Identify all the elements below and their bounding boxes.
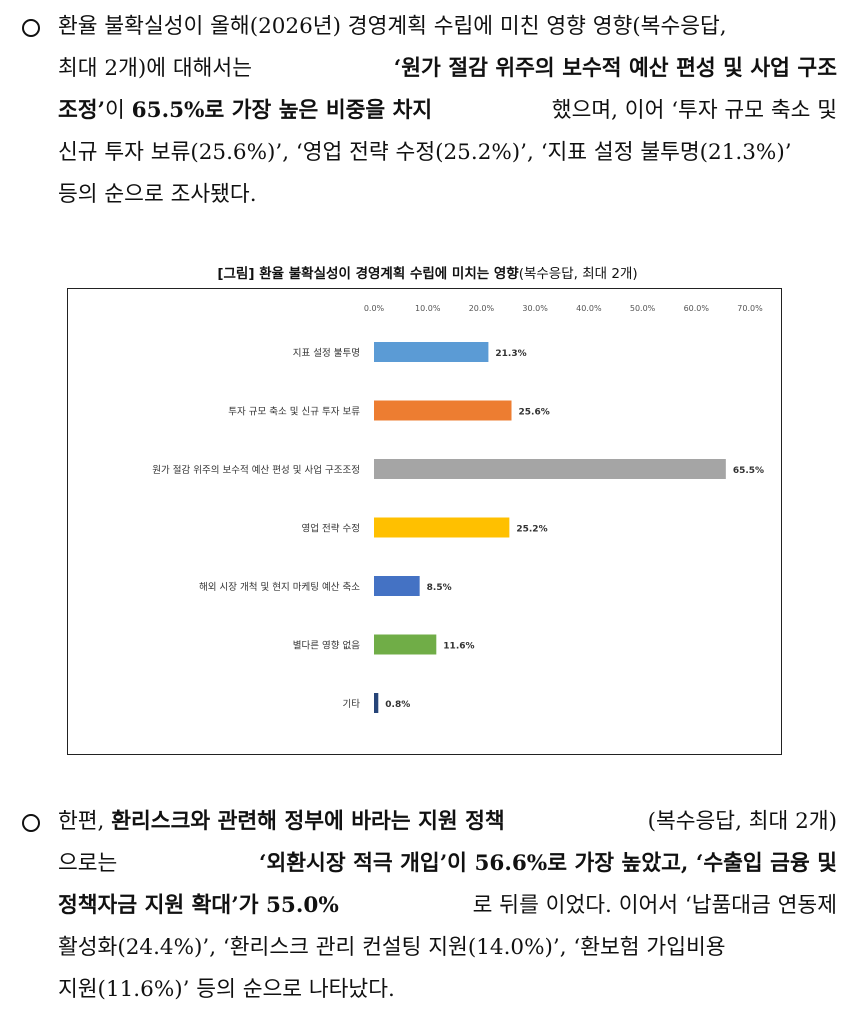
emphasis-text: ‘원가 절감 위주의 보수적 예산 편성 및 사업 구조 (393, 56, 837, 81)
x-tick-label: 40.0% (576, 304, 602, 313)
bar-value-label: 8.5% (427, 583, 452, 593)
paragraph-line: 한편, 환리스크와 관련해 정부에 바라는 지원 정책 (복수응답, 최대 2개… (22, 801, 837, 843)
paragraph-line: 정책자금 지원 확대’가 55.0% 로 뒤를 이었다. 이어서 ‘납품대금 연… (22, 885, 837, 927)
bar-value-label: 65.5% (733, 466, 764, 476)
x-tick-label: 50.0% (630, 304, 656, 313)
paragraph-line: 신규 투자 보류(25.6%)’, ‘영업 전략 수정(25.2%)’, ‘지표… (22, 132, 837, 174)
x-tick-label: 0.0% (364, 304, 385, 313)
bar (374, 634, 437, 655)
category-label: 기타 (343, 699, 361, 710)
chart-frame: 0.0% 10.0% 20.0% 30.0% 40.0% 50.0% 60.0% 70.0% 지… (67, 288, 782, 755)
paragraph-line: 등의 순으로 조사됐다. (22, 174, 837, 216)
emphasis-text: ‘외환시장 적극 개입’이 56.6%로 가장 높았고, ‘수출입 금융 및 (259, 851, 837, 876)
bar-value-label: 25.2% (516, 525, 547, 535)
category-label: 원가 절감 위주의 보수적 예산 편성 및 사업 구조조정 (152, 464, 360, 476)
bar-value-label: 11.6% (443, 642, 474, 652)
x-tick-label: 20.0% (469, 304, 495, 313)
paragraph-exchange-rate-impact: 환율 불확실성이 올해(2026년) 경영계획 수립에 미친 영향 영향(복수응… (22, 6, 837, 216)
line-text: 이 (105, 98, 132, 123)
bar-value-label: 21.3% (495, 349, 526, 359)
emphasis-text: 환리스크와 관련해 정부에 바라는 지원 정책 (111, 809, 505, 834)
bar-value-label: 0.8% (385, 700, 410, 710)
bar (374, 693, 379, 713)
chart-title-bold: [그림] 환율 불확실성이 경영계획 수립에 미치는 영향 (217, 266, 519, 282)
bar-value-label: 25.6% (519, 408, 550, 418)
category-label: 지표 설정 불투명 (293, 348, 360, 359)
paragraph-line: 최대 2개)에 대해서는 ‘원가 절감 위주의 보수적 예산 편성 및 사업 구… (22, 48, 837, 90)
bar (374, 342, 489, 362)
line-text: 신규 투자 보류(25.6%)’, ‘영업 전략 수정(25.2%)’, ‘지표… (58, 140, 792, 165)
category-label: 투자 규모 축소 및 신규 투자 보류 (228, 406, 360, 418)
paragraph-line: 지원(11.6%)’ 등의 순으로 나타났다. (22, 969, 837, 1011)
paragraph-line: 으로는 ‘외환시장 적극 개입’이 56.6%로 가장 높았고, ‘수출입 금융… (22, 843, 837, 885)
x-tick-label: 60.0% (684, 304, 710, 313)
paragraph-line: 조정’이 65.5%로 가장 높은 비중을 차지 했으며, 이어 ‘투자 규모 … (22, 90, 837, 132)
emphasis-text: 65.5%로 가장 높은 비중을 차지 (131, 98, 433, 123)
x-tick-label: 30.0% (522, 304, 548, 313)
line-text: 최대 2개)에 대해서는 (58, 56, 252, 81)
line-text: 활성화(24.4%)’, ‘환리스크 관리 컨설팅 지원(14.0%)’, ‘환… (58, 935, 726, 960)
bar (374, 459, 726, 479)
line-text: 했으며, 이어 ‘투자 규모 축소 및 (551, 98, 837, 123)
paragraph-line: 활성화(24.4%)’, ‘환리스크 관리 컨설팅 지원(14.0%)’, ‘환… (22, 927, 837, 969)
bar (374, 400, 512, 421)
emphasis-text: 정책자금 지원 확대’가 55.0% (58, 893, 339, 918)
emphasis-text: 조정’ (58, 98, 106, 123)
line-text: 한편, (58, 809, 112, 834)
bullet-circle-icon (22, 19, 40, 37)
line-text: 환율 불확실성이 올해(2026년) 경영계획 수립에 미친 영향 영향(복수응… (58, 14, 727, 39)
bar-chart: 0.0% 10.0% 20.0% 30.0% 40.0% 50.0% 60.0% 70.0% 지… (152, 304, 764, 713)
chart-title-note: (복수응답, 최대 2개) (518, 266, 638, 282)
bar (374, 517, 510, 538)
category-label: 영업 전략 수정 (302, 523, 360, 535)
category-label: 해외 시장 개척 및 현지 마케팅 예산 축소 (199, 581, 360, 593)
x-tick-label: 10.0% (415, 304, 441, 313)
x-tick-label: 70.0% (737, 304, 763, 313)
line-text: 로 뒤를 이었다. 이어서 ‘납품대금 연동제 (472, 893, 837, 918)
paragraph-government-support: 한편, 환리스크와 관련해 정부에 바라는 지원 정책 (복수응답, 최대 2개… (22, 801, 837, 1011)
line-text: 등의 순으로 조사됐다. (58, 182, 257, 207)
chart-title: [그림] 환율 불확실성이 경영계획 수립에 미치는 영향(복수응답, 최대 2… (0, 262, 855, 282)
bar (374, 576, 420, 596)
paragraph-line: 환율 불확실성이 올해(2026년) 경영계획 수립에 미친 영향 영향(복수응… (22, 6, 837, 48)
bullet-circle-icon (22, 814, 40, 832)
category-label: 별다른 영향 없음 (293, 640, 360, 652)
line-text: 으로는 (58, 851, 118, 876)
line-text: (복수응답, 최대 2개) (647, 809, 837, 834)
line-text: 지원(11.6%)’ 등의 순으로 나타났다. (58, 977, 395, 1002)
